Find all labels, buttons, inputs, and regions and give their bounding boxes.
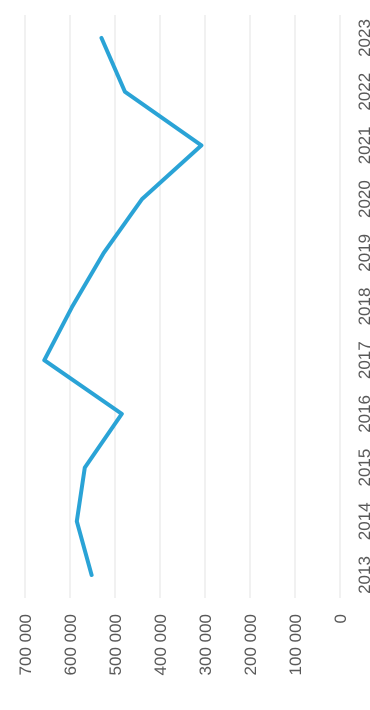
- year-tick-label: 2020: [355, 180, 370, 218]
- value-tick-label: 600 000: [61, 614, 80, 675]
- value-tick-label: 400 000: [151, 614, 170, 675]
- year-tick-label: 2019: [355, 234, 370, 272]
- year-tick-label: 2015: [355, 449, 370, 487]
- value-tick-label: 100 000: [286, 614, 305, 675]
- value-tick-label: 200 000: [241, 614, 260, 675]
- year-tick-label: 2023: [355, 19, 370, 57]
- value-tick-label: 0: [331, 614, 350, 623]
- year-tick-label: 2014: [355, 502, 370, 540]
- year-tick-label: 2017: [355, 341, 370, 379]
- year-tick-label: 2021: [355, 126, 370, 164]
- year-tick-label: 2013: [355, 556, 370, 594]
- series-group: [42, 36, 204, 577]
- value-tick-label: 300 000: [196, 614, 215, 675]
- year-tick-label: 2018: [355, 288, 370, 326]
- gridlines: [24, 15, 341, 598]
- year-axis-tick-labels: 2013 2014 2015 2016 2017 2018 2019 2020 2021 2022…: [355, 19, 370, 594]
- year-tick-label: 2022: [355, 73, 370, 111]
- value-tick-label: 700 000: [16, 614, 35, 675]
- series-line: [42, 36, 204, 577]
- value-tick-label: 500 000: [106, 614, 125, 675]
- value-axis-tick-labels: 0 100 000 200 000 300 000 400 000 500 000 600 …: [16, 614, 350, 675]
- year-tick-label: 2016: [355, 395, 370, 433]
